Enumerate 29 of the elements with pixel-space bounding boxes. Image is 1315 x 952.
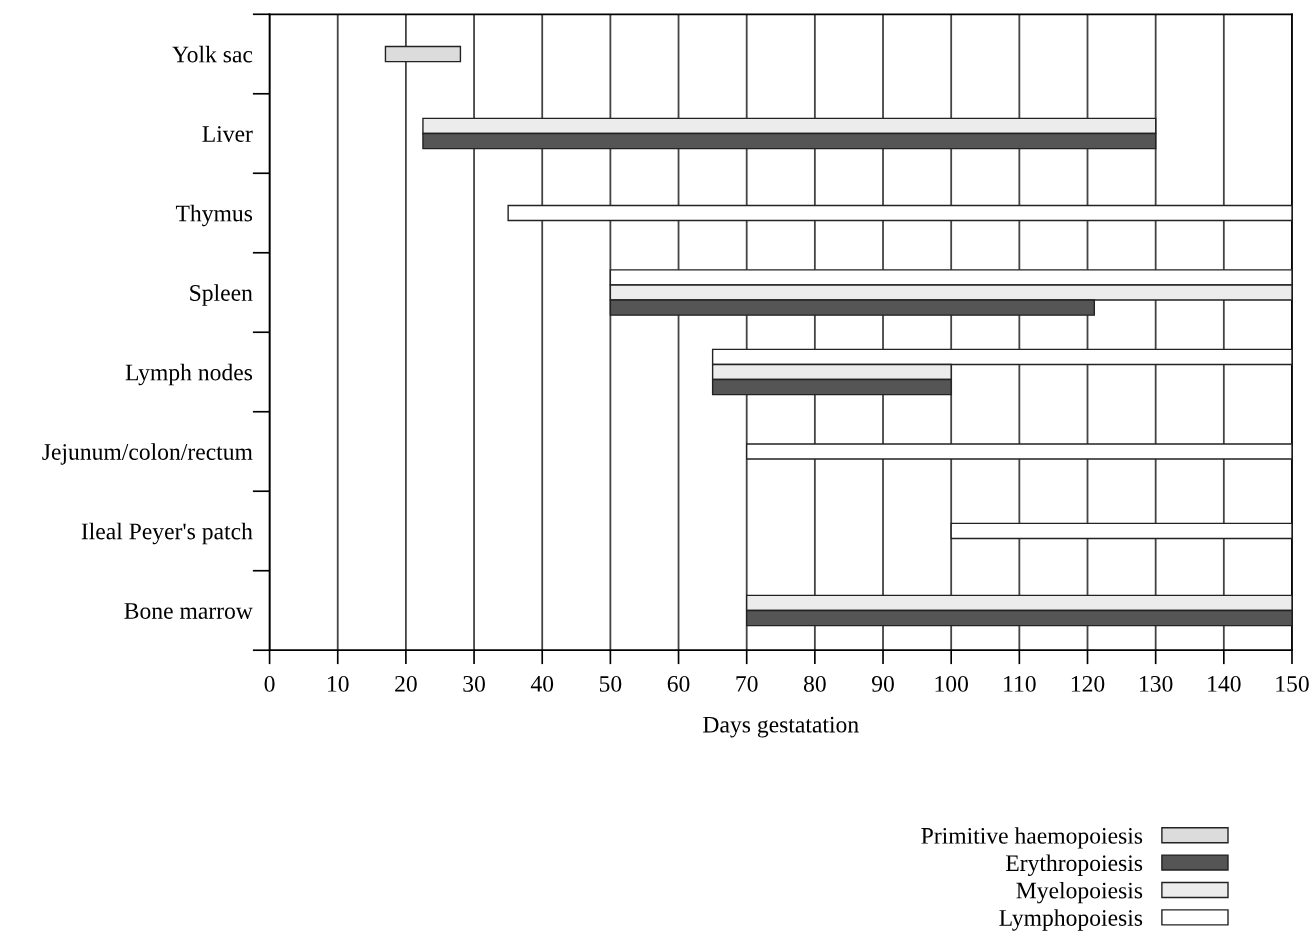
x-tick-label: 110 — [1004, 675, 1036, 692]
legend-label: Lymphopoiesis — [999, 909, 1143, 931]
x-tick-label: 80 — [803, 675, 826, 692]
y-tick-label: Jejunum/colon/rectum — [42, 443, 253, 465]
x-tick-label: 140 — [1208, 675, 1241, 692]
x-tick-label: 70 — [736, 675, 758, 692]
x-tick-label: 90 — [871, 675, 894, 692]
x-tick-label: 150 — [1276, 675, 1309, 692]
x-tick-label: 0 — [264, 675, 275, 692]
x-tick-label: 10 — [328, 675, 349, 692]
x-tick-label: 40 — [530, 675, 554, 692]
legend-label: Erythropoiesis — [1005, 854, 1143, 876]
x-tick-label: 50 — [599, 675, 622, 692]
x-tick-label: 120 — [1071, 675, 1105, 692]
y-tick-label: Thymus — [175, 204, 253, 227]
y-tick-label: Lymph nodes — [125, 363, 253, 386]
x-tick-label: 130 — [1140, 675, 1173, 692]
y-tick-label: Ileal Peyer's patch — [81, 522, 253, 545]
x-tick-label: 100 — [935, 675, 968, 692]
y-tick-label: Bone marrow — [124, 603, 253, 619]
y-tick-label: Yolk sac — [172, 45, 253, 63]
y-tick-label: Spleen — [190, 284, 253, 306]
y-tick-label: Liver — [202, 126, 253, 142]
x-tick-label: 30 — [463, 675, 485, 692]
x-tick-label: 20 — [395, 675, 417, 692]
legend-label: Primitive haemopoiesis — [921, 827, 1143, 849]
x-axis-title: Days gestatation — [703, 716, 859, 738]
x-tick-label: 60 — [667, 675, 690, 692]
legend-label: Myelopoiesis — [1016, 881, 1143, 904]
